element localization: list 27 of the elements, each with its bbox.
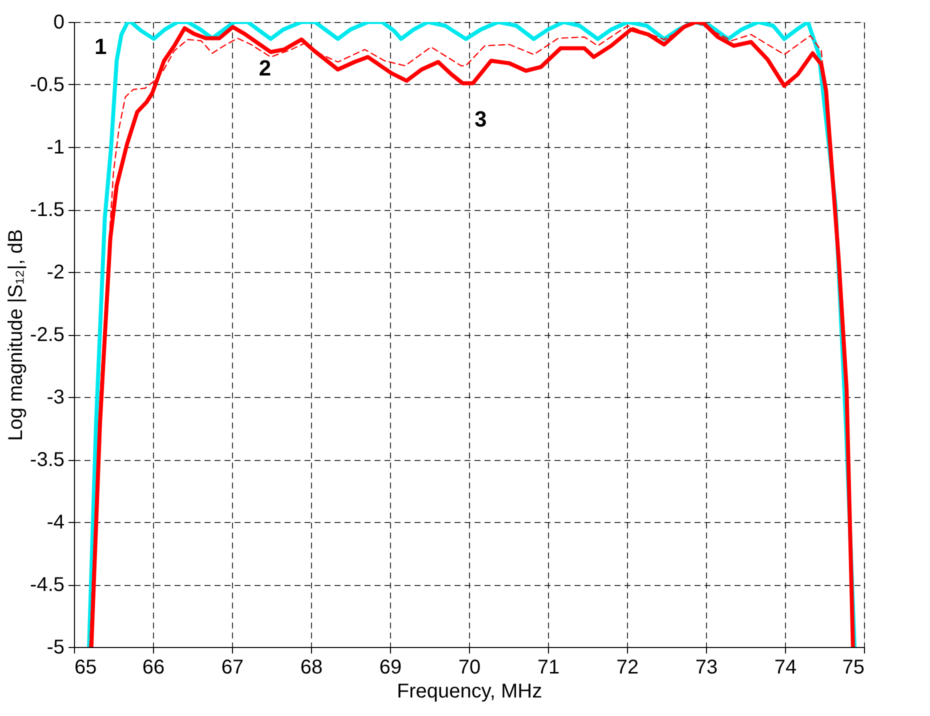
y-tick-label: -2 bbox=[46, 262, 64, 284]
x-tick-label: 68 bbox=[300, 656, 323, 678]
x-tick-label: 72 bbox=[616, 656, 639, 678]
x-axis-title: Frequency, MHz bbox=[396, 680, 542, 702]
y-axis-title: Log magnitude |S₁₂|, dB bbox=[5, 229, 28, 441]
x-tick-label: 65 bbox=[74, 656, 97, 678]
y-tick-label: -3.5 bbox=[30, 449, 64, 471]
x-tick-label: 75 bbox=[842, 656, 864, 678]
y-tick-label: -4 bbox=[46, 512, 64, 534]
x-tick-label: 66 bbox=[142, 656, 165, 678]
series-label: 1 bbox=[94, 34, 107, 59]
y-tick-label: -1 bbox=[46, 136, 64, 158]
y-tick-label: -0.5 bbox=[30, 74, 64, 96]
y-tick-label: -2.5 bbox=[30, 324, 64, 346]
x-tick-label: 67 bbox=[221, 656, 244, 678]
y-tick-label: -3 bbox=[46, 386, 64, 408]
y-tick-label: -1.5 bbox=[30, 199, 64, 221]
y-tick-label: -5 bbox=[46, 636, 64, 658]
x-tick-label: 73 bbox=[695, 656, 718, 678]
x-tick-label: 71 bbox=[537, 656, 560, 678]
series-label: 2 bbox=[258, 56, 272, 80]
y-tick-label: 0 bbox=[53, 12, 64, 34]
x-tick-label: 74 bbox=[774, 656, 797, 678]
y-tick-label: -4.5 bbox=[30, 574, 64, 596]
series-label: 3 bbox=[474, 106, 487, 132]
x-tick-label: 70 bbox=[458, 656, 481, 678]
x-tick-label: 69 bbox=[379, 656, 402, 678]
